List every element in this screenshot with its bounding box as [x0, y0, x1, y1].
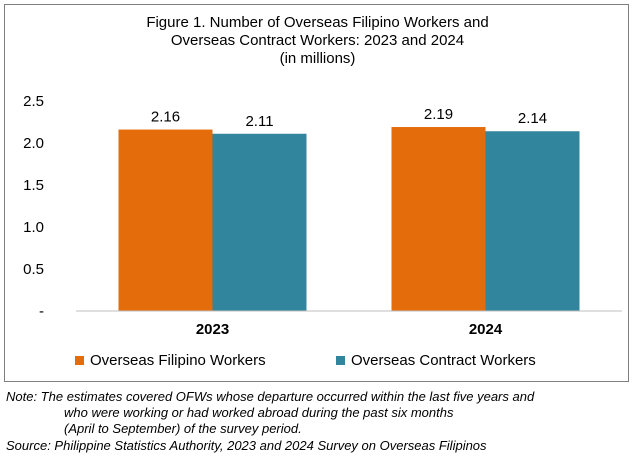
y-tick-label: -: [39, 303, 44, 320]
bar-ocw-2024: [485, 131, 580, 311]
source-line: Source: Philippine Statistics Authority,…: [6, 438, 487, 453]
legend-swatch-ocw: [336, 356, 345, 365]
y-tick-label: 2.5: [23, 93, 44, 110]
legend-item-ocw: Overseas Contract Workers: [336, 352, 536, 369]
chart-title-line-1: Figure 1. Number of Overseas Filipino Wo…: [146, 14, 489, 31]
data-label: 2.16: [151, 109, 180, 126]
legend-label-ofw: Overseas Filipino Workers: [90, 352, 266, 369]
note-line-1: Note: The estimates covered OFWs whose d…: [6, 389, 535, 404]
legend-label-ocw: Overseas Contract Workers: [351, 352, 536, 369]
bar-ocw-2023: [212, 133, 307, 311]
x-category-label: 2024: [469, 321, 503, 338]
y-tick-label: 0.5: [23, 261, 44, 278]
data-label: 2.11: [245, 113, 273, 130]
bar-ofw-2024: [391, 127, 486, 311]
y-tick-label: 1.5: [23, 177, 44, 194]
data-label: 2.14: [518, 110, 547, 127]
y-tick-label: 2.0: [23, 135, 44, 152]
legend-swatch-ofw: [75, 356, 84, 365]
x-category-label: 2023: [196, 321, 229, 338]
chart-title-line-2: Overseas Contract Workers: 2023 and 2024: [170, 32, 465, 49]
y-tick-label: 1.0: [23, 219, 44, 236]
legend-item-ofw: Overseas Filipino Workers: [75, 352, 266, 369]
chart-title-line-3: (in millions): [279, 50, 356, 67]
note-line-3: (April to September) of the survey perio…: [64, 421, 302, 436]
data-label: 2.19: [424, 106, 453, 123]
bar-ofw-2023: [118, 129, 213, 311]
note-line-2: who were working or had worked abroad du…: [64, 405, 454, 420]
